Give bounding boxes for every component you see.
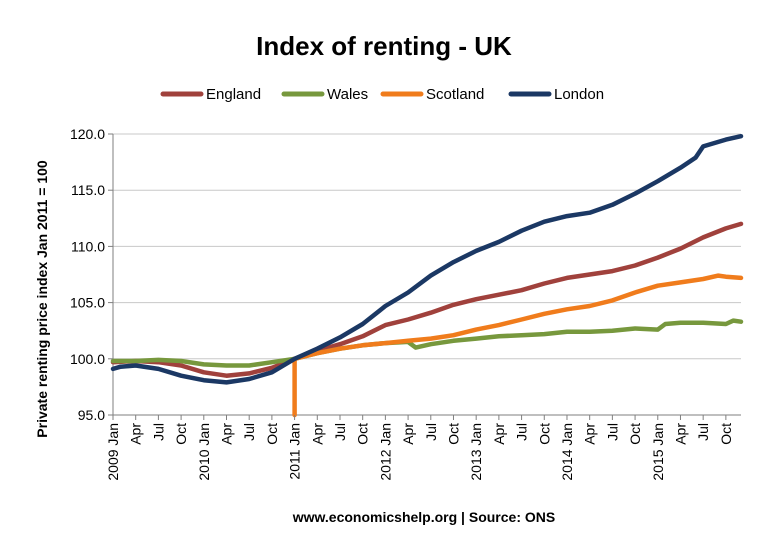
x-tick-label: 2010 Jan bbox=[196, 423, 212, 481]
x-tick-label: Jul bbox=[241, 423, 257, 441]
x-tick-label: Apr bbox=[672, 423, 688, 445]
series-line-scotland bbox=[292, 273, 744, 418]
legend-label-london: London bbox=[554, 86, 604, 103]
x-tick-label: Jul bbox=[514, 423, 530, 441]
series-layer bbox=[110, 133, 744, 418]
x-tick-label: Apr bbox=[309, 423, 325, 445]
x-tick-label: 2012 Jan bbox=[377, 423, 393, 481]
x-tick-label: 2015 Jan bbox=[650, 423, 666, 481]
x-tick-label: Oct bbox=[536, 423, 552, 445]
y-tick-label: 100.0 bbox=[70, 351, 105, 367]
x-tick-label: 2009 Jan bbox=[105, 423, 121, 481]
x-tick-label: Apr bbox=[218, 423, 234, 445]
x-tick-label: 2011 Jan bbox=[287, 423, 303, 480]
x-tick-label: Apr bbox=[491, 423, 507, 445]
y-tick-label: 95.0 bbox=[78, 407, 105, 423]
x-tick-label: Jul bbox=[604, 423, 620, 441]
x-tick-label: Oct bbox=[627, 423, 643, 445]
x-tick-label: Oct bbox=[445, 423, 461, 445]
legend-label-wales: Wales bbox=[327, 86, 368, 103]
y-axis-label: Private renting price index Jan 2011 = 1… bbox=[34, 160, 50, 438]
y-tick-label: 115.0 bbox=[71, 182, 105, 198]
y-tick-label: 110.0 bbox=[71, 238, 105, 254]
y-axis: 95.0 100.0 105.0 110.0 115.0 120.0 bbox=[70, 126, 113, 423]
x-tick-label: Apr bbox=[400, 423, 416, 445]
x-tick-label: Apr bbox=[582, 423, 598, 445]
x-tick-label: Jul bbox=[423, 423, 439, 441]
series-line-london bbox=[110, 133, 744, 385]
x-tick-label: Jul bbox=[695, 423, 711, 441]
y-tick-label: 105.0 bbox=[70, 295, 105, 311]
x-axis: 2009 Jan Apr Jul Oct 2010 Jan Apr Jul Oct 2011 J… bbox=[105, 415, 734, 481]
legend: England Wales Scotland London bbox=[160, 86, 604, 103]
x-tick-label: Jul bbox=[332, 423, 348, 441]
source-note: www.economicshelp.org | Source: ONS bbox=[292, 509, 555, 525]
x-tick-label: Oct bbox=[173, 423, 189, 445]
series-line-england bbox=[110, 221, 744, 378]
y-tick-label: 120.0 bbox=[70, 126, 105, 142]
legend-label-scotland: Scotland bbox=[426, 86, 484, 103]
x-tick-label: 2013 Jan bbox=[468, 423, 484, 481]
x-tick-label: Jul bbox=[150, 423, 166, 441]
chart-title: Index of renting - UK bbox=[256, 31, 512, 61]
x-tick-label: Apr bbox=[128, 423, 144, 445]
series-line-wales bbox=[110, 318, 744, 368]
x-tick-label: Oct bbox=[718, 423, 734, 445]
x-tick-label: Oct bbox=[264, 423, 280, 445]
legend-label-england: England bbox=[206, 86, 261, 103]
x-tick-label: 2014 Jan bbox=[559, 423, 575, 481]
x-tick-label: Oct bbox=[355, 423, 371, 445]
